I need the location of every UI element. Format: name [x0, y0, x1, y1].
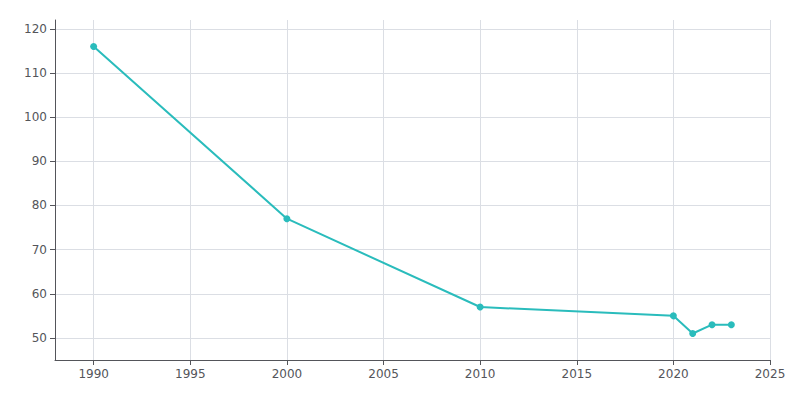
svg-text:120: 120: [24, 22, 47, 36]
svg-text:2005: 2005: [368, 367, 399, 381]
svg-text:1990: 1990: [78, 367, 109, 381]
svg-text:50: 50: [32, 331, 47, 345]
svg-text:60: 60: [32, 287, 47, 301]
svg-text:100: 100: [24, 110, 47, 124]
svg-text:70: 70: [32, 243, 47, 257]
svg-text:2020: 2020: [658, 367, 689, 381]
svg-text:2015: 2015: [561, 367, 592, 381]
svg-text:2025: 2025: [755, 367, 786, 381]
svg-text:110: 110: [24, 66, 47, 80]
svg-text:2000: 2000: [272, 367, 303, 381]
svg-text:2010: 2010: [465, 367, 496, 381]
svg-text:80: 80: [32, 198, 47, 212]
svg-text:90: 90: [32, 154, 47, 168]
svg-text:1995: 1995: [175, 367, 206, 381]
